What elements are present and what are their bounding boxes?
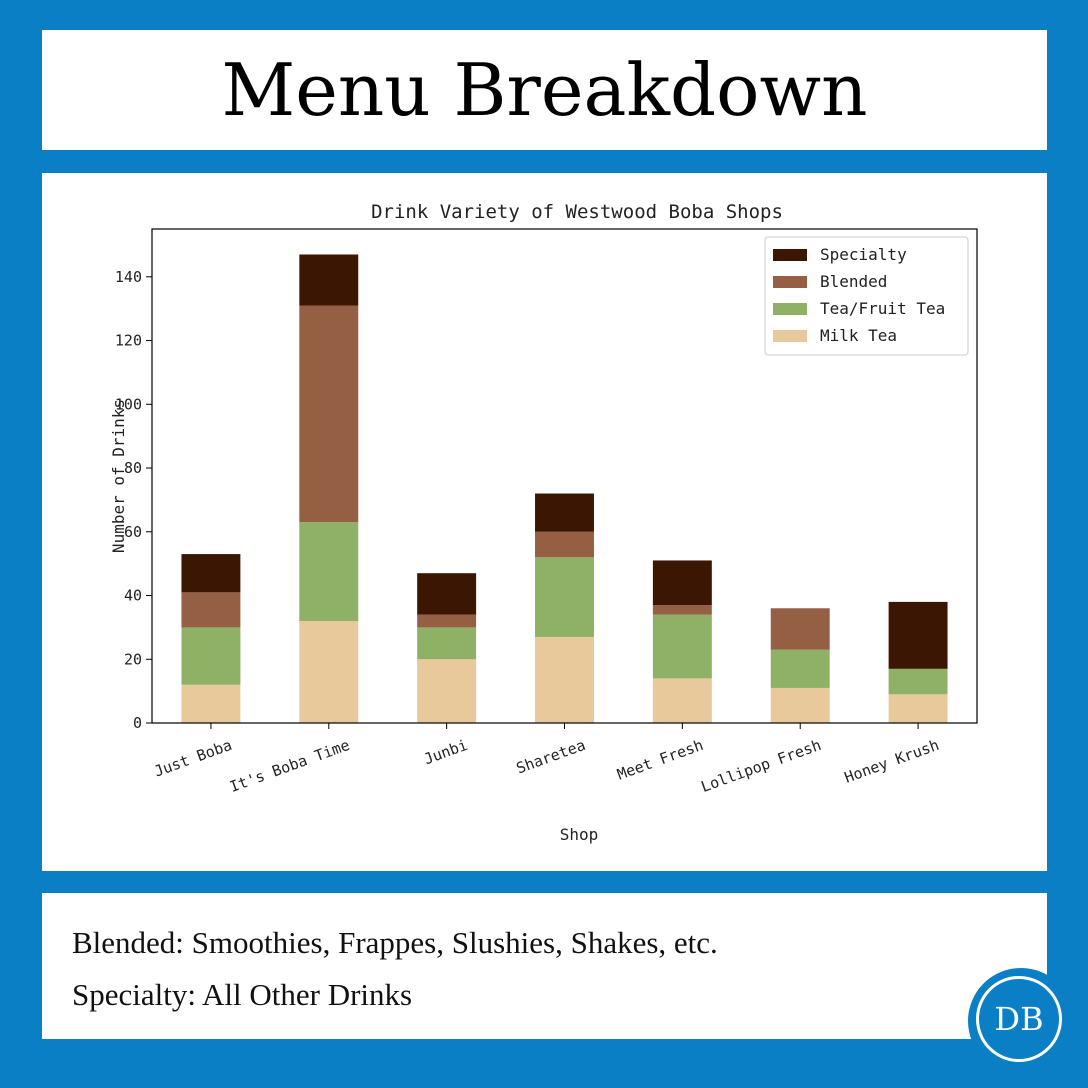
x-tick-label: Honey Krush xyxy=(842,736,942,787)
bar-specialty-2 xyxy=(417,573,477,615)
bar-milk-tea-2 xyxy=(417,659,477,723)
y-tick-label: 140 xyxy=(115,268,142,286)
legend: Specialty Blended Tea/Fruit Tea Milk Tea xyxy=(764,236,969,356)
legend-label: Specialty xyxy=(820,245,907,264)
legend-swatch xyxy=(773,303,807,315)
x-tick-label: Just Boba xyxy=(152,736,235,781)
bar-specialty-6 xyxy=(888,601,948,669)
x-tick-label: Lollipop Fresh xyxy=(699,736,824,796)
bar-specialty-4 xyxy=(652,560,712,606)
y-axis: 0 20 40 60 80 100 120 140 xyxy=(115,268,152,732)
specialty-definition: Specialty: All Other Drinks xyxy=(72,977,413,1012)
bar-tea-fruit-tea-3 xyxy=(535,557,594,637)
bar-blended-1 xyxy=(299,305,359,523)
bar-milk-tea-0 xyxy=(181,684,241,723)
bar-tea-fruit-tea-4 xyxy=(652,614,712,679)
bar-specialty-1 xyxy=(299,254,359,306)
bar-tea-fruit-tea-1 xyxy=(299,522,359,622)
y-tick-label: 40 xyxy=(124,587,142,605)
plot-frame xyxy=(151,228,978,724)
bar-specialty-3 xyxy=(535,493,594,532)
bar-tea-fruit-tea-0 xyxy=(181,627,241,685)
y-tick-label: 60 xyxy=(124,523,142,541)
bar-specialty-0 xyxy=(181,554,241,593)
chart-title: Drink Variety of Westwood Boba Shops xyxy=(371,201,783,223)
legend-label: Blended xyxy=(820,272,887,291)
x-tick-label: Junbi xyxy=(421,736,470,768)
logo: DB xyxy=(976,976,1062,1062)
page-title: Menu Breakdown xyxy=(221,48,868,132)
bar-blended-4 xyxy=(652,605,712,615)
y-tick-label: 80 xyxy=(124,459,142,477)
legend-swatch xyxy=(773,330,807,342)
bar-tea-fruit-tea-6 xyxy=(888,668,948,695)
x-tick-label: It's Boba Time xyxy=(227,736,352,796)
bar-milk-tea-4 xyxy=(652,678,712,723)
logo-text: DB xyxy=(994,1000,1044,1038)
legend-swatch xyxy=(773,276,807,288)
footer-panel: Blended: Smoothies, Frappes, Slushies, S… xyxy=(42,893,1047,1039)
y-tick-label: 100 xyxy=(115,395,142,413)
y-axis-label: Number of Drinks xyxy=(109,399,128,553)
y-tick-label: 120 xyxy=(115,332,142,350)
bar-blended-0 xyxy=(181,592,241,628)
bar-milk-tea-5 xyxy=(770,687,830,723)
header-panel: Menu Breakdown xyxy=(42,30,1047,150)
x-axis-label: Shop xyxy=(560,825,599,844)
legend-label: Milk Tea xyxy=(820,326,897,345)
bar-tea-fruit-tea-5 xyxy=(770,649,830,688)
legend-box xyxy=(764,236,969,356)
bars-group xyxy=(181,254,948,723)
y-tick-label: 0 xyxy=(133,714,142,732)
bar-tea-fruit-tea-2 xyxy=(417,627,477,660)
bar-blended-5 xyxy=(770,608,830,650)
chart-panel: Drink Variety of Westwood Boba Shops 0 20… xyxy=(42,173,1047,871)
x-tick-label: Meet Fresh xyxy=(615,736,706,784)
bar-milk-tea-3 xyxy=(535,636,594,723)
bar-milk-tea-1 xyxy=(299,621,359,723)
y-tick-label: 20 xyxy=(124,650,142,668)
bar-milk-tea-6 xyxy=(888,694,948,723)
legend-swatch xyxy=(773,249,807,261)
bar-blended-2 xyxy=(417,614,477,628)
blended-definition: Blended: Smoothies, Frappes, Slushies, S… xyxy=(72,925,718,960)
x-tick-label: Sharetea xyxy=(514,736,588,778)
legend-label: Tea/Fruit Tea xyxy=(820,299,945,318)
bar-blended-3 xyxy=(535,531,594,558)
stacked-bar-chart: Drink Variety of Westwood Boba Shops 0 20… xyxy=(109,201,978,844)
